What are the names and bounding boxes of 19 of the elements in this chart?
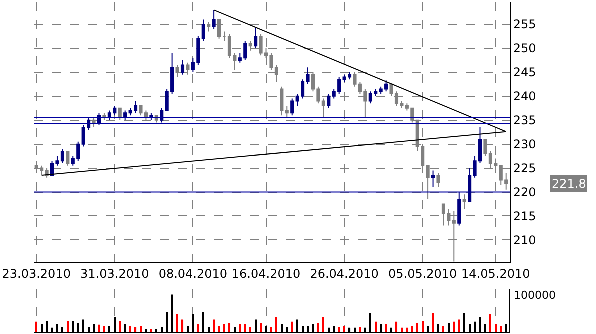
y-tick-label: 220 bbox=[513, 185, 536, 200]
x-tick-label: 26.04.2010 bbox=[310, 267, 379, 282]
y-tick-label: 255 bbox=[513, 18, 536, 32]
y-tick-label: 230 bbox=[513, 138, 536, 152]
x-tick-label: 14.05.2010 bbox=[462, 267, 530, 282]
y-tick-label: 240 bbox=[513, 90, 536, 104]
y-tick-label: 235 bbox=[513, 114, 536, 128]
y-tick-label: 225 bbox=[513, 161, 536, 176]
y-tick-label: 215 bbox=[513, 209, 536, 224]
x-tick-label: 05.05.2010 bbox=[388, 267, 458, 282]
y-tick-label: 245 bbox=[513, 66, 536, 80]
x-tick-label: 31.03.2010 bbox=[80, 267, 150, 282]
text: 100000 bbox=[514, 289, 556, 302]
y-tick-label: 250 bbox=[513, 42, 536, 56]
x-tick-label: 23.03.2010 bbox=[2, 267, 71, 282]
x-tick-label: 08.04.2010 bbox=[158, 267, 228, 282]
x-tick-label: 16.04.2010 bbox=[232, 267, 301, 282]
text: 221.8 bbox=[552, 177, 586, 191]
y-tick-label: 210 bbox=[513, 233, 536, 248]
